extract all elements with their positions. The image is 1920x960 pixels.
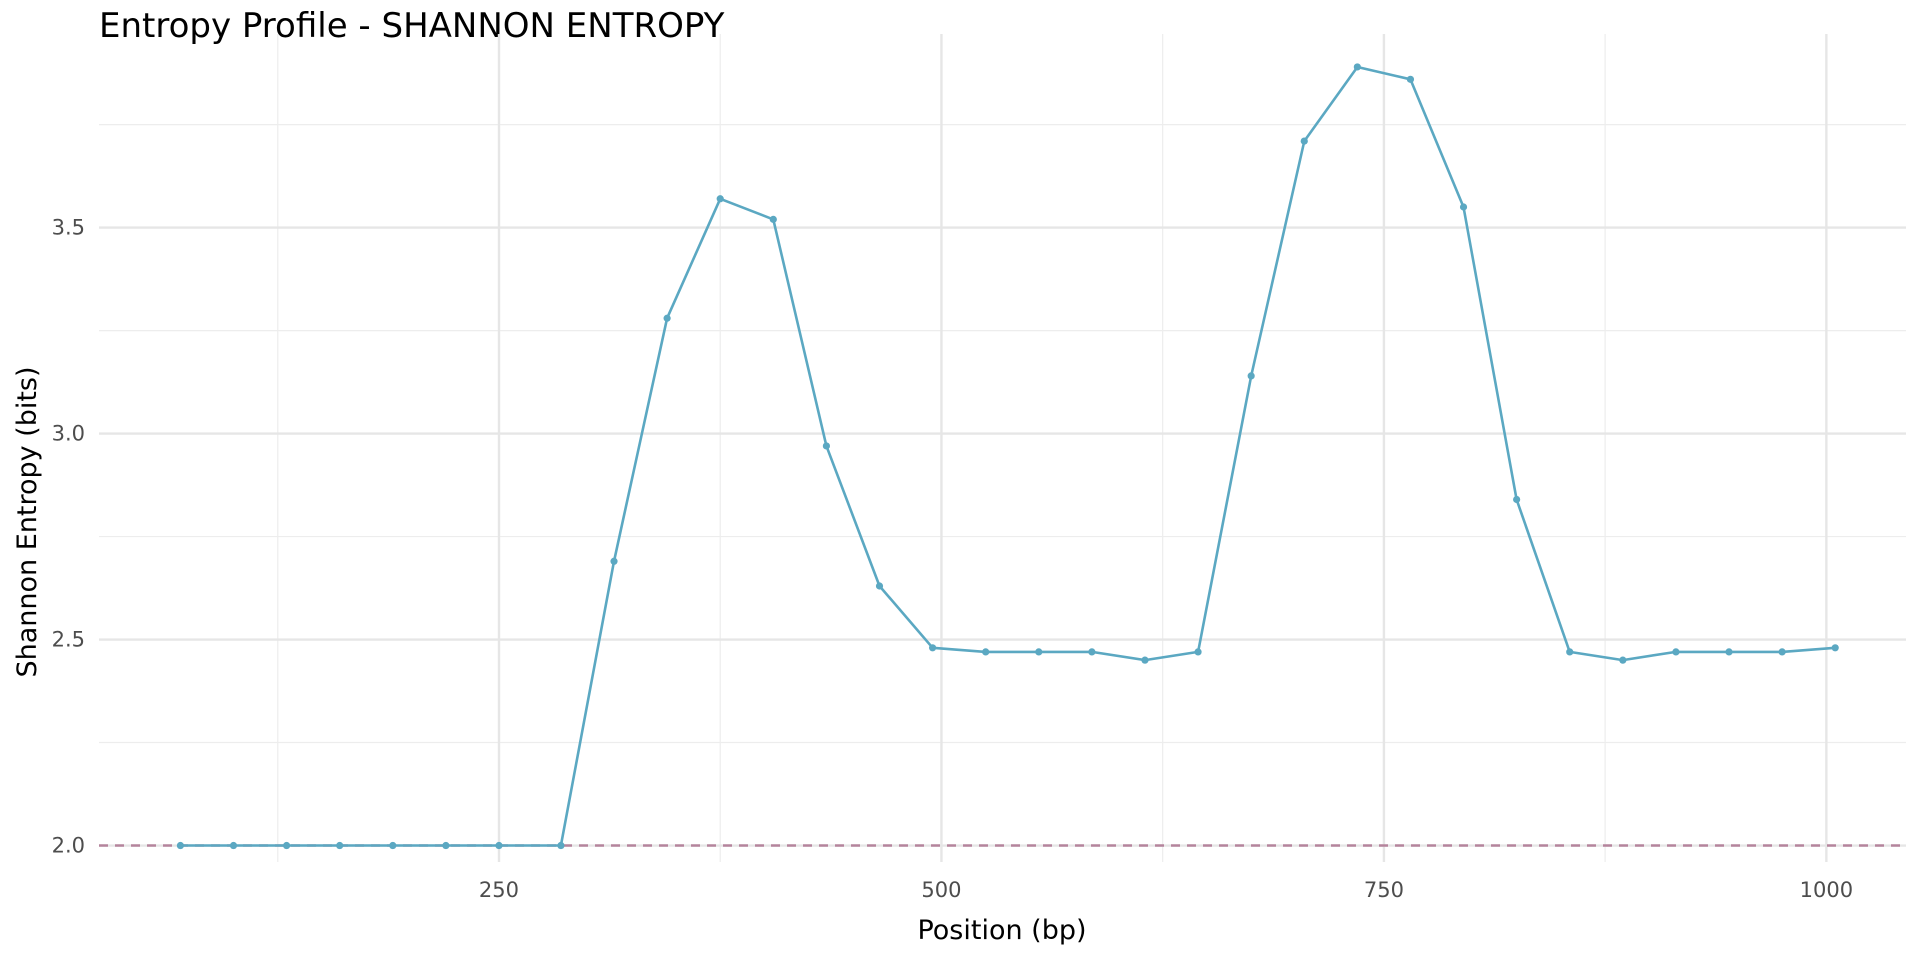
x-tick-label: 1000 <box>1800 878 1853 902</box>
data-point <box>716 195 724 203</box>
series-line <box>180 65 1836 847</box>
data-point <box>663 314 671 322</box>
y-tick-labels: 2.0 2.5 3.0 3.5 <box>52 216 85 858</box>
data-point <box>1406 75 1415 83</box>
data-point <box>442 841 450 850</box>
data-point <box>176 841 185 850</box>
x-tick-label: 750 <box>1364 878 1404 902</box>
y-axis-title: Shannon Entropy (bits) <box>12 366 43 677</box>
data-point <box>283 841 291 850</box>
series-layer <box>176 63 1839 850</box>
y-tick-label: 2.0 <box>52 834 85 858</box>
minor-gridlines <box>99 34 1906 862</box>
major-gridlines <box>99 34 1906 862</box>
data-point <box>1300 137 1308 145</box>
data-point <box>1194 648 1202 656</box>
data-point <box>1778 648 1786 656</box>
data-point <box>389 841 397 850</box>
data-point <box>1831 644 1839 652</box>
data-point <box>1035 648 1043 656</box>
x-axis-title: Position (bp) <box>917 915 1086 946</box>
data-point <box>336 841 344 850</box>
data-point <box>1566 648 1574 656</box>
x-tick-label: 500 <box>921 878 961 902</box>
data-point <box>822 442 831 450</box>
y-tick-label: 3.5 <box>52 216 85 240</box>
data-point <box>982 648 990 656</box>
data-point <box>1353 63 1361 71</box>
data-point <box>1141 656 1149 664</box>
data-point <box>769 215 777 223</box>
data-point <box>1619 656 1627 664</box>
y-tick-label: 2.5 <box>52 628 85 652</box>
data-point <box>1088 648 1096 656</box>
data-point <box>1725 648 1733 656</box>
data-point <box>495 841 503 850</box>
data-point <box>875 582 884 590</box>
data-point <box>610 557 618 565</box>
x-tick-label: 250 <box>479 878 519 902</box>
data-point <box>1513 495 1521 504</box>
data-point <box>1247 372 1255 380</box>
y-tick-label: 3.0 <box>52 422 85 446</box>
data-point <box>1459 203 1468 211</box>
x-tick-labels: 250 500 750 1000 <box>479 878 1853 902</box>
data-point <box>229 841 238 850</box>
chart-title: Entropy Profile - SHANNON ENTROPY <box>99 6 725 46</box>
data-point <box>1672 648 1680 656</box>
data-point <box>557 841 565 850</box>
data-point <box>928 644 937 652</box>
